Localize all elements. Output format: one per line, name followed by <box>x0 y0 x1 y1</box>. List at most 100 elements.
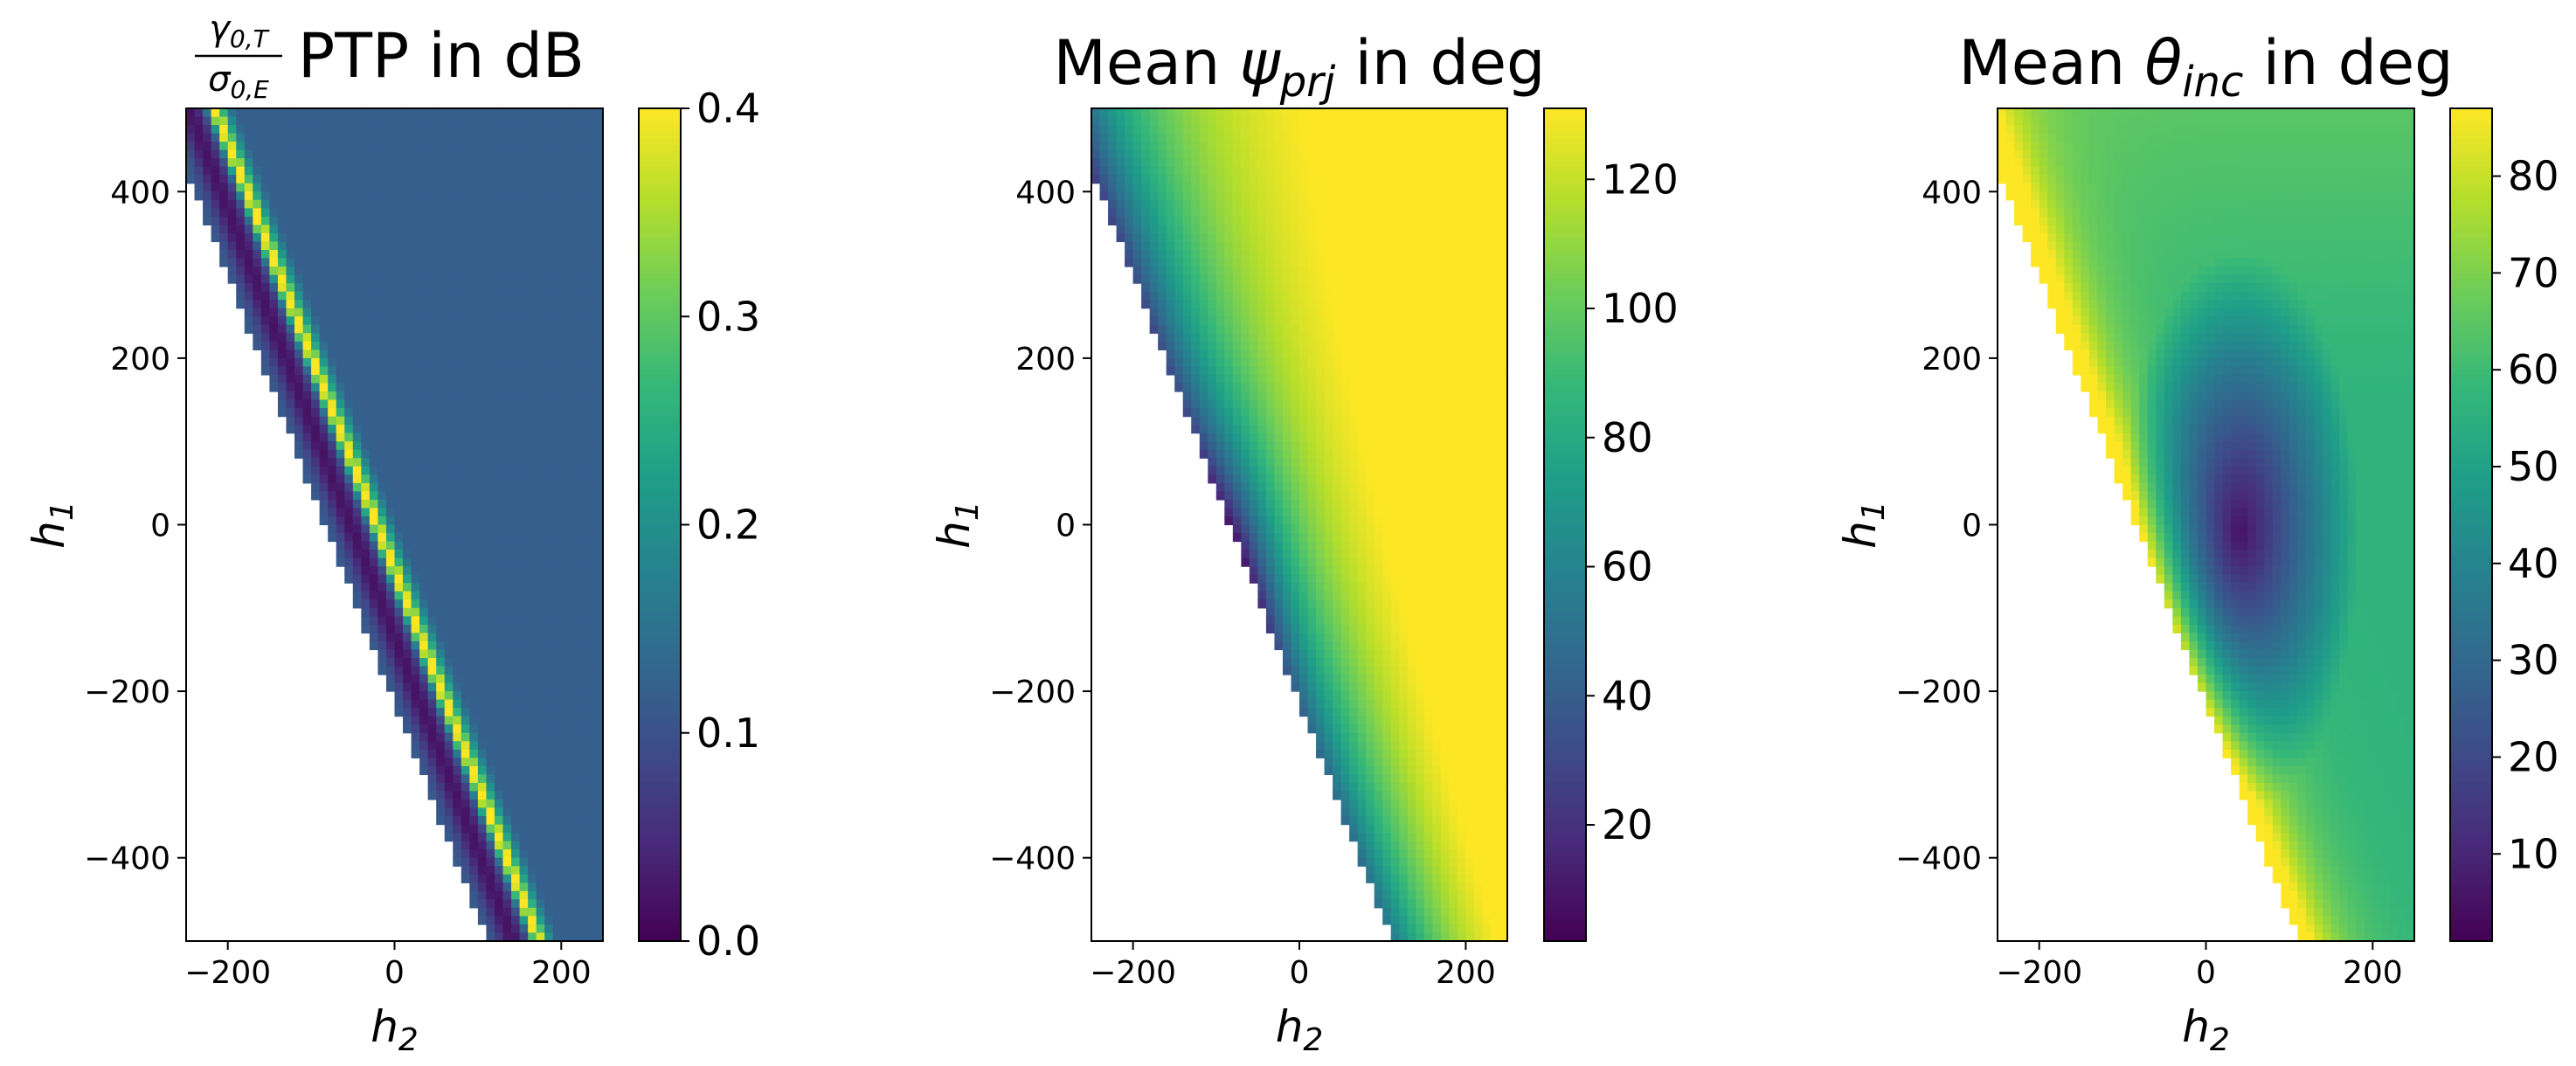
colorbar-step <box>639 350 681 355</box>
colorbar-step <box>639 591 681 597</box>
heatmap-cell <box>528 408 537 418</box>
heatmap-cell <box>286 125 295 135</box>
heatmap-cell <box>1257 241 1267 251</box>
heatmap-cell <box>328 166 337 176</box>
heatmap-cell <box>302 316 312 326</box>
heatmap-cell <box>311 232 321 243</box>
heatmap-cell <box>477 591 488 600</box>
heatmap-cell <box>1232 232 1242 243</box>
heatmap-cell <box>236 108 246 118</box>
heatmap-cell <box>394 640 404 651</box>
heatmap-cell <box>427 425 437 434</box>
heatmap-cell <box>394 300 404 309</box>
heatmap-cell <box>444 649 454 659</box>
heatmap-cell <box>494 291 504 301</box>
heatmap-cell <box>444 208 454 218</box>
heatmap-cell <box>569 399 578 409</box>
heatmap-cell <box>419 374 429 384</box>
heatmap-cell <box>594 574 604 584</box>
heatmap-cell <box>361 583 370 592</box>
heatmap-cell <box>1457 225 1466 234</box>
heatmap-cell <box>561 874 571 883</box>
heatmap-cell <box>1423 291 1433 301</box>
heatmap-cell <box>302 142 312 151</box>
heatmap-cell <box>411 191 420 201</box>
heatmap-cell <box>528 732 537 742</box>
heatmap-cell <box>1257 274 1267 284</box>
heatmap-cell <box>519 133 529 142</box>
heatmap-cell <box>377 241 387 251</box>
heatmap-cell <box>294 399 304 409</box>
heatmap-cell <box>486 758 495 767</box>
heatmap-cell <box>302 225 312 234</box>
heatmap-cell <box>528 341 537 350</box>
heatmap-cell <box>1390 166 1400 176</box>
heatmap-cell <box>1473 341 1484 350</box>
heatmap-cell <box>319 399 329 409</box>
heatmap-cell <box>569 675 578 684</box>
heatmap-cell <box>253 241 262 251</box>
heatmap-cell <box>385 116 396 126</box>
heatmap-cell <box>1265 225 1276 234</box>
heatmap-cell <box>561 899 571 909</box>
heatmap-cell <box>1132 241 1142 251</box>
heatmap-cell <box>286 225 295 234</box>
heatmap-cell <box>319 116 329 126</box>
heatmap-cell <box>544 274 554 284</box>
heatmap-cell <box>211 158 220 168</box>
heatmap-cell <box>1291 274 1300 284</box>
heatmap-cell <box>1174 183 1184 192</box>
heatmap-cell <box>394 291 404 301</box>
heatmap-cell <box>578 166 587 176</box>
heatmap-cell <box>569 774 578 784</box>
heatmap-cell <box>1457 341 1466 350</box>
heatmap-cell <box>394 166 404 176</box>
heatmap-cell <box>1390 274 1400 284</box>
heatmap-cell <box>544 250 554 260</box>
heatmap-cell <box>427 357 437 368</box>
heatmap-cell <box>319 408 329 418</box>
heatmap-cell <box>203 208 212 218</box>
heatmap-cell <box>486 691 495 701</box>
heatmap-cell <box>453 758 462 767</box>
heatmap-cell <box>377 491 387 501</box>
heatmap-cell <box>1249 225 1258 234</box>
heatmap-cell <box>477 133 488 142</box>
heatmap-cell <box>1224 149 1234 159</box>
heatmap-cell <box>277 350 287 359</box>
heatmap-cell <box>1340 175 1350 184</box>
heatmap-cell <box>528 599 537 609</box>
heatmap-cell <box>1390 316 1400 326</box>
heatmap-cell <box>528 316 537 326</box>
heatmap-cell <box>1249 232 1258 243</box>
heatmap-cell <box>536 732 545 742</box>
heatmap-cell <box>1265 266 1276 276</box>
heatmap-cell <box>427 308 437 317</box>
heatmap-cell <box>419 583 429 592</box>
heatmap-cell <box>1440 300 1450 309</box>
heatmap-cell <box>552 649 562 659</box>
heatmap-cell <box>436 758 446 767</box>
heatmap-cell <box>469 458 479 467</box>
heatmap-cell <box>1432 142 1442 151</box>
heatmap-cell <box>477 374 488 384</box>
heatmap-cell <box>469 266 479 276</box>
heatmap-cell <box>444 716 454 725</box>
heatmap-cell <box>469 116 479 126</box>
colorbar-step <box>639 128 681 135</box>
heatmap-cell <box>536 758 545 767</box>
heatmap-cell <box>1166 116 1175 126</box>
heatmap-cell <box>1316 158 1326 168</box>
heatmap-cell <box>502 324 512 334</box>
heatmap-cell <box>502 849 512 859</box>
heatmap-cell <box>594 399 604 409</box>
heatmap-cell <box>1416 183 1425 192</box>
heatmap-cell <box>1324 125 1333 135</box>
heatmap-cell <box>486 640 495 651</box>
heatmap-cell <box>536 425 545 434</box>
heatmap-cell <box>253 324 262 334</box>
heatmap-cell <box>1366 158 1375 168</box>
heatmap-cell <box>269 166 279 176</box>
heatmap-cell <box>1407 266 1416 276</box>
heatmap-cell <box>544 833 554 842</box>
